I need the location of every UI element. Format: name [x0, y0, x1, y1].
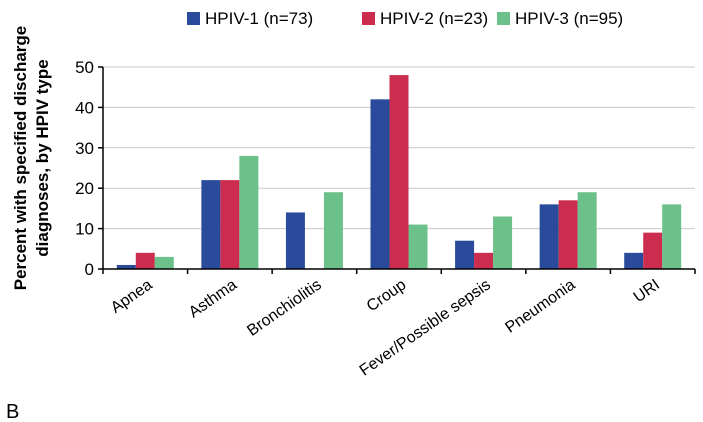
bar [624, 252, 644, 269]
legend-label: HPIV-3 (n=95) [515, 9, 623, 28]
bar [493, 216, 513, 269]
x-tick-label: Bronchiolitis [244, 276, 324, 339]
y-tick-label: 10 [75, 220, 94, 239]
y-tick-label: 20 [75, 179, 94, 198]
legend-swatch [362, 12, 375, 25]
bar [643, 232, 663, 269]
bar [285, 212, 305, 269]
bar [323, 192, 343, 269]
legend-swatch [187, 12, 200, 25]
bar [201, 180, 221, 269]
y-axis-label-line: diagnoses, by HPIV type [33, 59, 52, 256]
bar [370, 99, 390, 269]
bar [558, 200, 578, 269]
axes [102, 67, 696, 274]
y-ticks: 0 10 20 30 40 50 [75, 58, 103, 279]
panel-label: B [6, 401, 19, 422]
y-tick-label: 0 [85, 260, 94, 279]
x-tick-label: Pneumonia [502, 276, 578, 336]
x-tick-label: Croup [364, 276, 410, 315]
x-ticks: Apnea Asthma Bronchiolitis CroupFever/Possi… [108, 276, 663, 379]
legend-label: HPIV-2 (n=23) [380, 9, 488, 28]
x-tick-label: URI [631, 276, 663, 306]
bar [154, 256, 174, 269]
bars [116, 75, 682, 269]
bar [474, 252, 494, 269]
legend-swatch [497, 12, 510, 25]
x-tick-label: Asthma [186, 276, 240, 321]
y-tick-label: 30 [75, 139, 94, 158]
bar [577, 192, 597, 269]
bar [389, 75, 409, 269]
y-axis-label: Percent with specified discharge diagnose… [11, 26, 52, 291]
bar [662, 204, 682, 269]
bar [116, 264, 136, 269]
bar [220, 180, 240, 269]
y-tick-label: 50 [75, 58, 94, 77]
bar [135, 252, 155, 269]
bar [539, 204, 559, 269]
bar [408, 224, 428, 269]
bar [455, 240, 475, 269]
bar [239, 155, 259, 269]
legend-label: HPIV-1 (n=73) [205, 9, 313, 28]
y-tick-label: 40 [75, 98, 94, 117]
legend: HPIV-1 (n=73) HPIV-2 (n=23) HPIV-3 (n=95) [187, 9, 623, 28]
y-axis-label-line: Percent with specified discharge [11, 26, 30, 291]
x-tick-label: Apnea [108, 276, 156, 317]
